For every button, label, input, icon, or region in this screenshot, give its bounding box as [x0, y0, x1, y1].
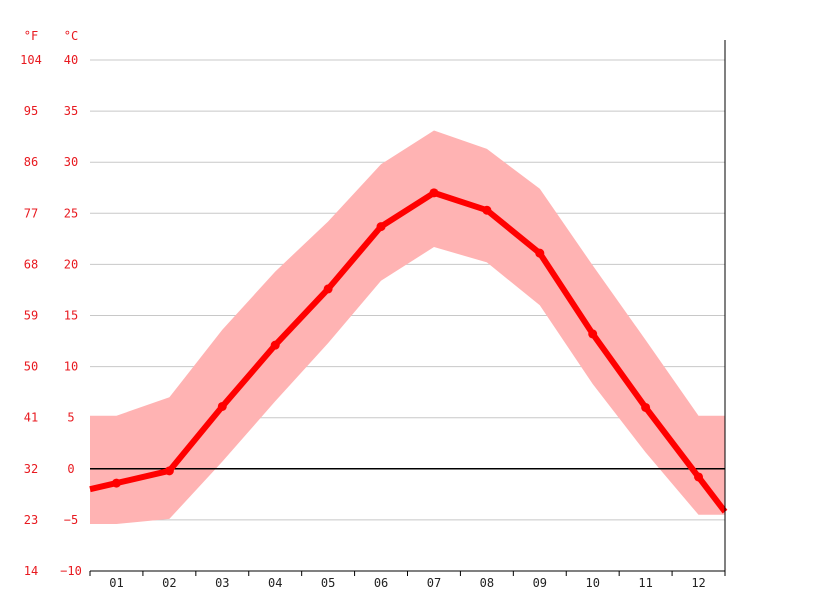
celsius-tick-label: 20	[64, 257, 78, 271]
fahrenheit-unit-label: °F	[24, 29, 38, 43]
fahrenheit-tick-label: 86	[24, 155, 38, 169]
data-point	[270, 340, 280, 350]
data-point	[429, 188, 439, 198]
fahrenheit-tick-label: 77	[24, 206, 38, 220]
month-tick-label: 12	[691, 576, 705, 590]
month-tick-label: 02	[162, 576, 176, 590]
fahrenheit-tick-label: 14	[24, 564, 38, 578]
temperature-range-band	[90, 130, 725, 524]
data-point	[535, 248, 545, 258]
data-point	[217, 401, 227, 411]
celsius-tick-label: 0	[67, 462, 74, 476]
month-tick-label: 06	[374, 576, 388, 590]
data-point	[588, 329, 598, 339]
month-tick-label: 11	[638, 576, 652, 590]
data-point	[694, 472, 704, 482]
data-point	[111, 478, 121, 488]
celsius-tick-label: 30	[64, 155, 78, 169]
celsius-tick-label: 35	[64, 104, 78, 118]
data-point	[641, 402, 651, 412]
data-points	[111, 188, 704, 488]
celsius-tick-label: −5	[64, 513, 78, 527]
fahrenheit-tick-label: 23	[24, 513, 38, 527]
celsius-unit-label: °C	[64, 29, 78, 43]
data-point	[164, 466, 174, 476]
celsius-tick-label: 15	[64, 309, 78, 323]
data-point	[482, 205, 492, 215]
month-tick-label: 01	[109, 576, 123, 590]
fahrenheit-tick-label: 50	[24, 360, 38, 374]
fahrenheit-tick-label: 95	[24, 104, 38, 118]
range-band-area	[90, 130, 725, 524]
month-tick-label: 09	[533, 576, 547, 590]
data-point	[323, 284, 333, 294]
celsius-tick-label: 25	[64, 206, 78, 220]
fahrenheit-tick-label: 104	[20, 53, 42, 67]
month-tick-label: 03	[215, 576, 229, 590]
fahrenheit-axis-ticks: 104 95 86 77 68 59 50 41 32 23 14	[20, 53, 42, 578]
month-axis: 01 02 03 04 05 06 07 08 09 10 11 12	[89, 40, 726, 590]
celsius-tick-label: 5	[67, 411, 74, 425]
fahrenheit-tick-label: 41	[24, 411, 38, 425]
celsius-tick-label: −10	[60, 564, 82, 578]
average-temperature-path	[89, 189, 728, 514]
celsius-tick-label: 10	[64, 360, 78, 374]
celsius-axis-ticks: 40 35 30 25 20 15 10 5 0 −5 −10	[60, 53, 82, 578]
month-tick-label: 10	[585, 576, 599, 590]
month-tick-label: 08	[480, 576, 494, 590]
month-tick-label: 07	[427, 576, 441, 590]
fahrenheit-tick-label: 68	[24, 257, 38, 271]
fahrenheit-tick-label: 32	[24, 462, 38, 476]
data-point	[376, 222, 386, 232]
month-tick-label: 05	[321, 576, 335, 590]
month-tick-label: 04	[268, 576, 282, 590]
average-temperature-line	[89, 189, 728, 514]
celsius-tick-label: 40	[64, 53, 78, 67]
fahrenheit-tick-label: 59	[24, 309, 38, 323]
